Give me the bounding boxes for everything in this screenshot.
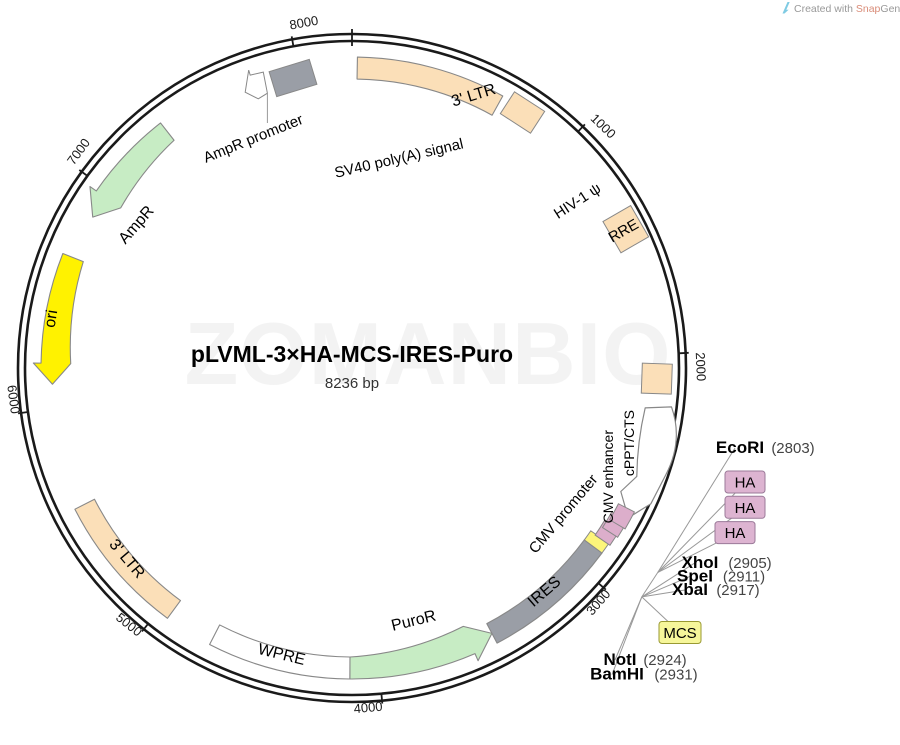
svg-text:(2917): (2917) xyxy=(716,582,759,599)
svg-text:SV40 poly(A) signal: SV40 poly(A) signal xyxy=(333,136,465,182)
svg-text:AmpR promoter: AmpR promoter xyxy=(201,111,306,166)
svg-text:HIV-1 ψ: HIV-1 ψ xyxy=(551,180,604,223)
svg-text:BamHI: BamHI xyxy=(590,665,644,684)
svg-text:EcoRI: EcoRI xyxy=(716,438,764,457)
svg-text:AmpR: AmpR xyxy=(116,203,158,248)
svg-text:4000: 4000 xyxy=(353,699,383,717)
svg-text:pLVML-3×HA-MCS-IRES-Puro: pLVML-3×HA-MCS-IRES-Puro xyxy=(191,341,513,367)
svg-text:5000: 5000 xyxy=(113,610,145,640)
svg-text:3000: 3000 xyxy=(583,586,613,618)
svg-text:CMV enhancer: CMV enhancer xyxy=(600,430,616,524)
svg-text:XbaI: XbaI xyxy=(672,580,708,599)
svg-text:2000: 2000 xyxy=(693,352,709,382)
svg-text:cPPT/CTS: cPPT/CTS xyxy=(621,410,637,476)
svg-text:PuroR: PuroR xyxy=(390,607,438,634)
svg-text:MCS: MCS xyxy=(663,625,696,642)
svg-text:HA: HA xyxy=(735,475,756,492)
svg-text:HA: HA xyxy=(735,500,756,517)
svg-text:(2931): (2931) xyxy=(654,667,697,684)
svg-text:8236 bp: 8236 bp xyxy=(325,375,379,392)
svg-text:(2803): (2803) xyxy=(771,440,814,457)
svg-text:Created with SnapGene®: Created with SnapGene® xyxy=(794,2,900,15)
svg-text:6000: 6000 xyxy=(4,384,23,415)
svg-text:ori: ori xyxy=(42,309,62,329)
svg-text:HA: HA xyxy=(725,525,746,542)
svg-text:8000: 8000 xyxy=(288,13,319,33)
